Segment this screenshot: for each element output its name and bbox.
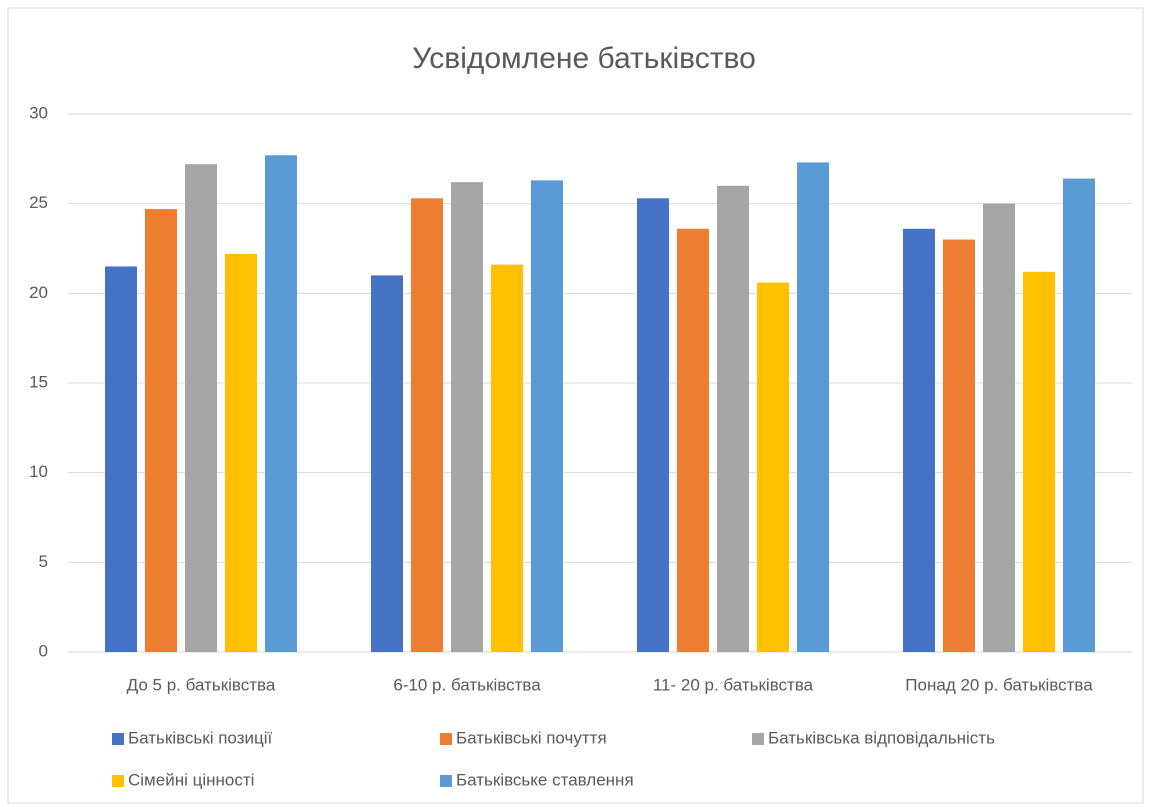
y-tick-label: 30 [29, 103, 48, 122]
y-tick-label: 15 [29, 372, 48, 391]
bar [1063, 178, 1095, 652]
x-tick-label: Понад 20 р. батьківства [905, 675, 1093, 694]
bar [983, 203, 1015, 652]
bar [1023, 271, 1055, 652]
bar [637, 198, 669, 652]
bar [265, 155, 297, 652]
x-tick-label: 11- 20 р. батьківства [653, 675, 814, 694]
y-tick-label: 10 [29, 462, 48, 481]
chart-title: Усвідомлене батьківство [412, 42, 756, 75]
legend-swatch [440, 733, 452, 745]
legend-swatch [112, 775, 124, 787]
y-tick-label: 0 [39, 641, 48, 660]
bar [451, 182, 483, 652]
bar [491, 264, 523, 652]
bar [757, 282, 789, 652]
bar [411, 198, 443, 652]
bar [185, 164, 217, 653]
bar [225, 253, 257, 652]
legend-label: Батьківська відповідальність [768, 728, 995, 747]
y-tick-label: 25 [29, 193, 48, 212]
x-tick-label: 6-10 р. батьківства [393, 675, 541, 694]
y-tick-label: 20 [29, 283, 48, 302]
bar [943, 239, 975, 653]
legend-label: Батьківське ставлення [456, 770, 634, 789]
bar [677, 228, 709, 653]
x-tick-label: До 5 р. батьківства [127, 675, 276, 694]
bar [105, 266, 137, 652]
legend-label: Батьківські позиції [128, 728, 273, 747]
legend-swatch [440, 775, 452, 787]
bar [717, 185, 749, 652]
y-tick-label: 5 [39, 552, 48, 571]
legend-label: Сімейні цінності [128, 770, 254, 789]
bar [797, 162, 829, 653]
legend-label: Батьківські почуття [456, 728, 607, 747]
bar [903, 228, 935, 653]
bar [531, 180, 563, 652]
bar [145, 209, 177, 652]
bar [371, 275, 403, 652]
legend-swatch [112, 733, 124, 745]
legend-swatch [752, 733, 764, 745]
